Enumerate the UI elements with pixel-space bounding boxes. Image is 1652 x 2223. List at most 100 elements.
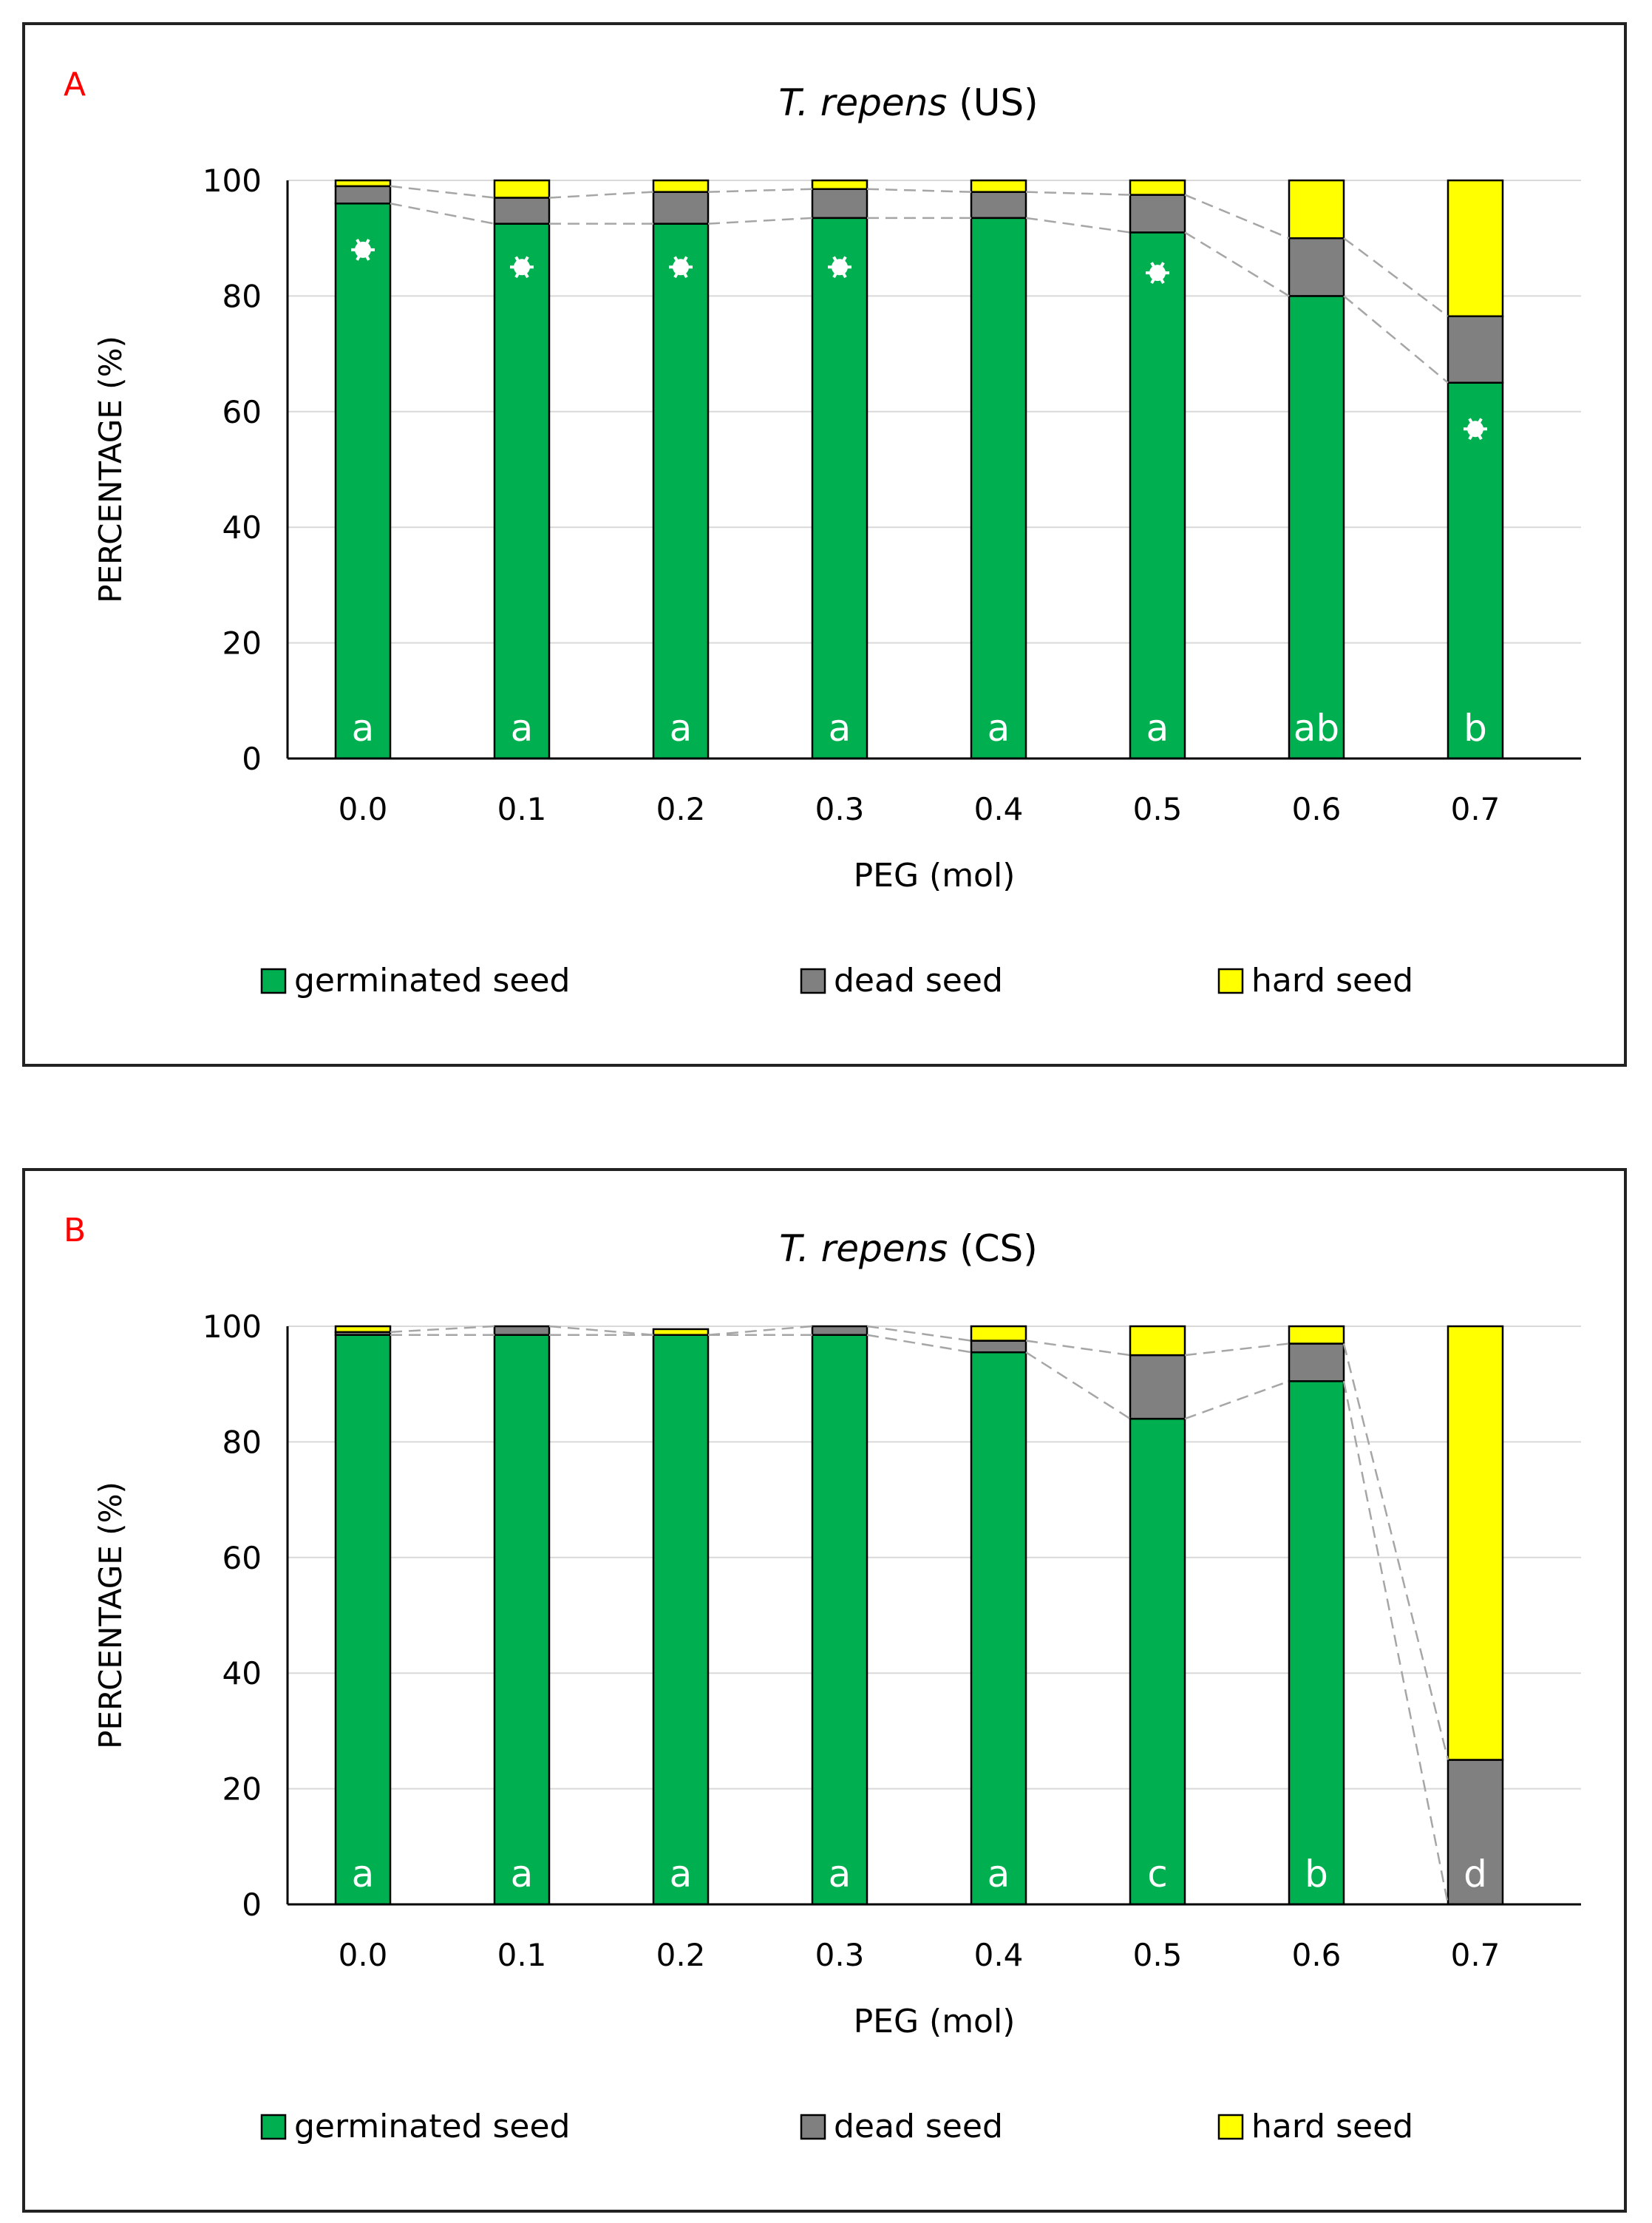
bar-dead-0.3 xyxy=(811,1325,869,1336)
significance-letter: ab xyxy=(1294,707,1339,750)
x-axis-title: PEG (mol) xyxy=(854,2003,1016,2040)
asterisk-marker xyxy=(510,256,534,279)
bar-dead-0.4 xyxy=(970,191,1027,220)
significance-letter: a xyxy=(829,1853,852,1896)
bar-germinated-0.2 xyxy=(652,1334,710,1906)
x-tick-label: 0.4 xyxy=(974,791,1024,827)
bar-germinated-0.6 xyxy=(1288,1380,1345,1906)
y-axis-title: PERCENTAGE (%) xyxy=(92,336,129,603)
bar-hard-0.1 xyxy=(493,179,551,199)
bar-dead-0.1 xyxy=(493,1325,551,1336)
series-connector xyxy=(866,1325,972,1342)
series-connector xyxy=(1343,295,1449,384)
significance-letter: a xyxy=(670,707,693,750)
series-connector xyxy=(707,188,813,193)
bar-hard-0.6 xyxy=(1288,1325,1345,1345)
series-connector xyxy=(1025,191,1131,196)
asterisk-stroke xyxy=(514,256,529,279)
x-tick-label: 0.5 xyxy=(1133,791,1183,827)
bar-hard-0.7 xyxy=(1447,1325,1504,1761)
series-connector xyxy=(1343,237,1449,317)
x-tick-label: 0.1 xyxy=(497,791,547,827)
y-axis-title: PERCENTAGE (%) xyxy=(92,1482,129,1749)
legend-label-germinated: germinated seed xyxy=(294,962,570,999)
x-tick-label: 0.6 xyxy=(1292,791,1342,827)
significance-letter: b xyxy=(1305,1853,1328,1896)
bar-dead-0.5 xyxy=(1129,1354,1186,1420)
asterisk-stroke xyxy=(1468,418,1483,441)
bar-hard-0.2 xyxy=(652,1328,710,1336)
series-connector xyxy=(866,188,972,193)
asterisk-stroke xyxy=(673,256,688,279)
bar-germinated-0.5 xyxy=(1129,1417,1186,1906)
bar-hard-0.2 xyxy=(652,179,710,193)
series-connector xyxy=(390,185,495,199)
bar-dead-0.3 xyxy=(811,188,869,220)
bar-dead-0.4 xyxy=(970,1340,1027,1354)
y-tick-label: 100 xyxy=(203,1309,262,1345)
y-tick-label: 20 xyxy=(222,1771,262,1808)
series-connector xyxy=(1342,1343,1449,1760)
series-connector xyxy=(390,1325,495,1334)
series-connector xyxy=(1184,1343,1290,1357)
significance-letter: a xyxy=(988,707,1010,750)
significance-letter: a xyxy=(352,707,375,750)
bar-hard-0.4 xyxy=(970,1325,1027,1342)
bar-germinated-0.1 xyxy=(493,1334,551,1906)
y-tick-label: 40 xyxy=(222,1655,262,1691)
asterisk-stroke xyxy=(832,256,847,279)
legend-swatch-hard xyxy=(1217,2114,1244,2140)
bar-germinated-0.3 xyxy=(811,1334,869,1906)
y-tick-label: 40 xyxy=(222,509,262,546)
series-connector xyxy=(390,203,495,225)
y-tick-label: 0 xyxy=(242,1887,262,1923)
x-tick-label: 0.1 xyxy=(497,1937,547,1973)
significance-letter: b xyxy=(1464,707,1487,750)
bar-dead-0.1 xyxy=(493,197,551,225)
asterisk-marker xyxy=(351,238,375,261)
y-tick-label: 0 xyxy=(242,741,262,777)
significance-letter: a xyxy=(1146,707,1169,750)
panel-label: B xyxy=(64,1212,86,1249)
asterisk-stroke xyxy=(356,238,370,261)
chart-panel-a: A T. repens (US) 0 20 40 60 80 100 PERCENTAGE (%… xyxy=(22,22,1627,1067)
legend-label-dead: dead seed xyxy=(834,962,1003,999)
bar-dead-0.6 xyxy=(1288,1343,1345,1382)
legend-swatch-germinated xyxy=(260,968,287,994)
bar-hard-0.0 xyxy=(334,179,392,188)
legend-label-hard: hard seed xyxy=(1251,2108,1413,2145)
panel-label: A xyxy=(64,66,86,103)
y-tick-label: 20 xyxy=(222,625,262,662)
bar-germinated-0.3 xyxy=(811,217,869,760)
x-tick-label: 0.3 xyxy=(815,1937,865,1973)
y-tick-label: 100 xyxy=(203,163,262,199)
series-connector xyxy=(866,1334,972,1354)
y-tick-label: 80 xyxy=(222,278,262,314)
series-connector xyxy=(548,191,654,199)
series-connector xyxy=(707,217,813,225)
legend-label-hard: hard seed xyxy=(1251,962,1413,999)
bar-germinated-0.5 xyxy=(1129,231,1186,760)
significance-letter: a xyxy=(511,1853,534,1896)
bar-dead-0.2 xyxy=(652,191,710,225)
x-tick-label: 0.0 xyxy=(339,1937,388,1973)
x-tick-label: 0.2 xyxy=(656,1937,706,1973)
chart-title-species: T. repens xyxy=(778,81,947,124)
bar-dead-0.0 xyxy=(334,185,392,205)
legend-swatch-germinated xyxy=(260,2114,287,2140)
bar-hard-0.0 xyxy=(334,1325,392,1334)
significance-letter: c xyxy=(1147,1853,1168,1896)
series-connector xyxy=(548,1325,654,1336)
significance-letter: a xyxy=(511,707,534,750)
x-tick-label: 0.5 xyxy=(1133,1937,1183,1973)
legend-label-dead: dead seed xyxy=(834,2108,1003,2145)
bar-hard-0.4 xyxy=(970,179,1027,193)
chart-title: T. repens (US) xyxy=(778,81,1038,124)
chart-panel-b: B T. repens (CS) 0 20 40 60 80 100 PERCENTAGE (%… xyxy=(22,1168,1627,2213)
bar-germinated-0.4 xyxy=(970,217,1027,760)
chart-title: T. repens (CS) xyxy=(779,1227,1038,1270)
bar-hard-0.7 xyxy=(1447,179,1504,318)
asterisk-marker xyxy=(1464,418,1487,441)
x-tick-label: 0.3 xyxy=(815,791,865,827)
series-connector xyxy=(1184,1380,1290,1420)
